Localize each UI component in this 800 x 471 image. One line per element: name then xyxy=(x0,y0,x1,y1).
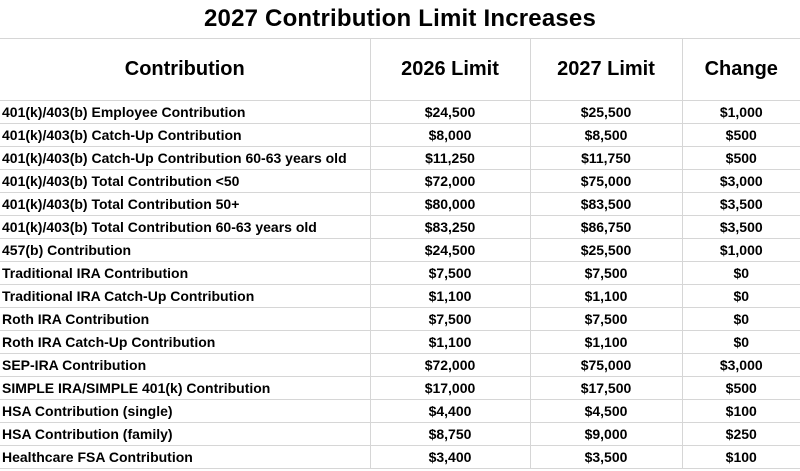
limit-2027-cell: $1,100 xyxy=(530,284,683,308)
limit-2027-cell: $17,500 xyxy=(530,376,683,400)
change-cell: $500 xyxy=(682,376,800,400)
column-header-2026-limit: 2026 Limit xyxy=(370,38,531,101)
contribution-name-cell: SEP-IRA Contribution xyxy=(0,353,371,377)
limit-2027-cell: $25,500 xyxy=(530,100,683,124)
contribution-name-cell: Roth IRA Contribution xyxy=(0,307,371,331)
table-row: 457(b) Contribution $24,500 $25,500 $1,000 xyxy=(0,238,800,262)
change-cell: $100 xyxy=(682,445,800,469)
change-cell: $0 xyxy=(682,307,800,331)
table-row: 401(k)/403(b) Catch-Up Contribution $8,00… xyxy=(0,123,800,147)
table-row: Roth IRA Catch-Up Contribution $1,100 $1,1… xyxy=(0,330,800,354)
limit-2026-cell: $72,000 xyxy=(370,169,531,193)
limit-2026-cell: $17,000 xyxy=(370,376,531,400)
contribution-name-cell: Traditional IRA Catch-Up Contribution xyxy=(0,284,371,308)
limit-2027-cell: $7,500 xyxy=(530,307,683,331)
limit-2027-cell: $11,750 xyxy=(530,146,683,170)
limit-2026-cell: $3,400 xyxy=(370,445,531,469)
contribution-name-cell: 457(b) Contribution xyxy=(0,238,371,262)
contribution-limits-table: Contribution 2026 Limit 2027 Limit Chang… xyxy=(0,38,800,469)
contribution-name-cell: SIMPLE IRA/SIMPLE 401(k) Contribution xyxy=(0,376,371,400)
table-row: 401(k)/403(b) Total Contribution <50 $72,… xyxy=(0,169,800,193)
change-cell: $500 xyxy=(682,146,800,170)
table-row: Healthcare FSA Contribution $3,400 $3,500 $… xyxy=(0,445,800,469)
contribution-name-cell: HSA Contribution (family) xyxy=(0,422,371,446)
limit-2026-cell: $8,000 xyxy=(370,123,531,147)
limit-2027-cell: $25,500 xyxy=(530,238,683,262)
limit-2027-cell: $9,000 xyxy=(530,422,683,446)
limit-2026-cell: $7,500 xyxy=(370,261,531,285)
table-row: SIMPLE IRA/SIMPLE 401(k) Contribution $17… xyxy=(0,376,800,400)
table-row: HSA Contribution (single) $4,400 $4,500 $10… xyxy=(0,399,800,423)
contribution-name-cell: HSA Contribution (single) xyxy=(0,399,371,423)
limit-2026-cell: $83,250 xyxy=(370,215,531,239)
limit-2026-cell: $11,250 xyxy=(370,146,531,170)
limit-2027-cell: $8,500 xyxy=(530,123,683,147)
limit-2026-cell: $24,500 xyxy=(370,100,531,124)
change-cell: $0 xyxy=(682,330,800,354)
change-cell: $500 xyxy=(682,123,800,147)
contribution-name-cell: 401(k)/403(b) Employee Contribution xyxy=(0,100,371,124)
contribution-name-cell: 401(k)/403(b) Total Contribution 60-63 y… xyxy=(0,215,371,239)
limit-2027-cell: $3,500 xyxy=(530,445,683,469)
change-cell: $3,500 xyxy=(682,215,800,239)
limit-2027-cell: $86,750 xyxy=(530,215,683,239)
limit-2026-cell: $24,500 xyxy=(370,238,531,262)
limit-2026-cell: $1,100 xyxy=(370,284,531,308)
table-body: 401(k)/403(b) Employee Contribution $24,5… xyxy=(0,100,800,469)
table-row: 401(k)/403(b) Total Contribution 60-63 y… xyxy=(0,215,800,239)
table-row: 401(k)/403(b) Employee Contribution $24,5… xyxy=(0,100,800,124)
change-cell: $3,000 xyxy=(682,353,800,377)
table-row: Roth IRA Contribution $7,500 $7,500 $0 xyxy=(0,307,800,331)
column-header-2027-limit: 2027 Limit xyxy=(530,38,683,101)
table-header-row: Contribution 2026 Limit 2027 Limit Chang… xyxy=(0,38,800,101)
table-row: 401(k)/403(b) Total Contribution 50+ $80,… xyxy=(0,192,800,216)
contribution-name-cell: 401(k)/403(b) Catch-Up Contribution 60-6… xyxy=(0,146,371,170)
limit-2027-cell: $75,000 xyxy=(530,353,683,377)
column-header-contribution: Contribution xyxy=(0,38,371,101)
change-cell: $250 xyxy=(682,422,800,446)
limit-2027-cell: $83,500 xyxy=(530,192,683,216)
column-header-change: Change xyxy=(682,38,800,101)
limit-2026-cell: $8,750 xyxy=(370,422,531,446)
change-cell: $3,500 xyxy=(682,192,800,216)
contribution-name-cell: Roth IRA Catch-Up Contribution xyxy=(0,330,371,354)
limit-2027-cell: $75,000 xyxy=(530,169,683,193)
table-row: HSA Contribution (family) $8,750 $9,000 $25… xyxy=(0,422,800,446)
limit-2027-cell: $4,500 xyxy=(530,399,683,423)
change-cell: $100 xyxy=(682,399,800,423)
contribution-name-cell: 401(k)/403(b) Catch-Up Contribution xyxy=(0,123,371,147)
limit-2026-cell: $80,000 xyxy=(370,192,531,216)
table-row: Traditional IRA Catch-Up Contribution $1,… xyxy=(0,284,800,308)
limit-2026-cell: $4,400 xyxy=(370,399,531,423)
limit-2026-cell: $72,000 xyxy=(370,353,531,377)
page-title: 2027 Contribution Limit Increases xyxy=(203,5,597,32)
change-cell: $1,000 xyxy=(682,238,800,262)
limit-2026-cell: $1,100 xyxy=(370,330,531,354)
change-cell: $0 xyxy=(682,261,800,285)
contribution-name-cell: 401(k)/403(b) Total Contribution <50 xyxy=(0,169,371,193)
contribution-name-cell: Healthcare FSA Contribution xyxy=(0,445,371,469)
contribution-name-cell: 401(k)/403(b) Total Contribution 50+ xyxy=(0,192,371,216)
limit-2027-cell: $1,100 xyxy=(530,330,683,354)
change-cell: $0 xyxy=(682,284,800,308)
limit-2026-cell: $7,500 xyxy=(370,307,531,331)
table-row: SEP-IRA Contribution $72,000 $75,000 $3,000 xyxy=(0,353,800,377)
change-cell: $3,000 xyxy=(682,169,800,193)
contribution-name-cell: Traditional IRA Contribution xyxy=(0,261,371,285)
limit-2027-cell: $7,500 xyxy=(530,261,683,285)
table-row: 401(k)/403(b) Catch-Up Contribution 60-6… xyxy=(0,146,800,170)
change-cell: $1,000 xyxy=(682,100,800,124)
table-row: Traditional IRA Contribution $7,500 $7,500… xyxy=(0,261,800,285)
